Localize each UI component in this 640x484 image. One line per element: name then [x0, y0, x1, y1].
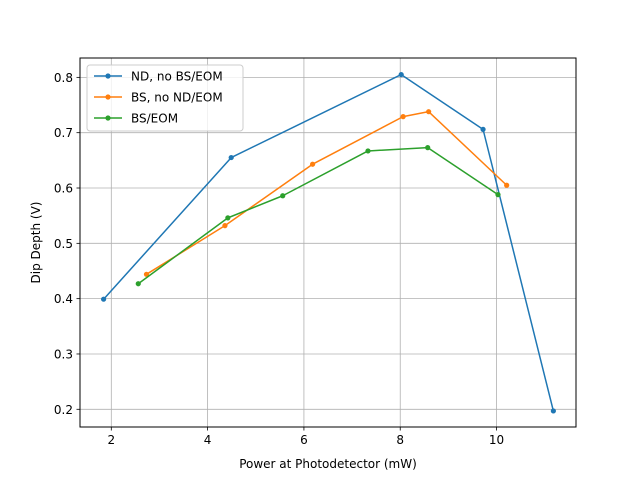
legend-items: ND, no BS/EOM BS, no ND/EOM BS/EOM — [94, 70, 223, 126]
legend-item: ND, no BS/EOM — [94, 70, 223, 84]
legend-label: BS/EOM — [131, 112, 178, 126]
y-tick-label: 0.4 — [54, 292, 73, 306]
x-tick-label: 2 — [107, 433, 115, 447]
data-point — [425, 145, 431, 151]
series-layer — [100, 71, 556, 414]
plot-frame — [79, 57, 577, 428]
legend-label: BS, no ND/EOM — [131, 91, 223, 105]
data-point — [228, 154, 234, 161]
y-tick-label: 0.5 — [54, 237, 73, 251]
series-1 — [100, 71, 556, 414]
data-point — [550, 408, 556, 414]
y-tick-label: 0.3 — [54, 347, 73, 361]
y-axis-label: Dip Depth (V) — [29, 202, 43, 284]
data-point — [143, 271, 150, 277]
legend-box — [86, 64, 244, 132]
grid-lines — [80, 58, 576, 427]
data-point — [480, 126, 486, 132]
series-3 — [135, 145, 501, 287]
data-point — [365, 148, 371, 154]
data-point — [495, 192, 501, 198]
legend-label: ND, no BS/EOM — [131, 70, 223, 84]
y-tick-label: 0.6 — [54, 182, 73, 196]
x-tick-label: 6 — [300, 433, 308, 447]
data-point — [398, 71, 404, 78]
data-point — [426, 109, 432, 115]
data-point — [100, 296, 107, 302]
x-tick-label: 10 — [489, 433, 504, 447]
legend-marker — [105, 94, 111, 100]
data-point — [309, 161, 316, 167]
series-line — [146, 110, 508, 275]
data-point — [504, 182, 510, 188]
legend-marker — [105, 73, 111, 79]
series-line — [137, 146, 499, 285]
y-tick-label: 0.8 — [54, 71, 73, 85]
x-axis-label: Power at Photodetector (mW) — [239, 457, 417, 471]
y-tick-label: 0.2 — [54, 403, 73, 417]
series-2 — [143, 109, 510, 277]
y-tick-label: 0.7 — [54, 126, 73, 140]
legend-item: BS, no ND/EOM — [94, 91, 223, 105]
legend-marker — [105, 115, 111, 121]
legend: ND, no BS/EOM BS, no ND/EOM BS/EOM — [86, 64, 244, 132]
data-point — [280, 193, 286, 199]
x-tick-label: 8 — [396, 433, 404, 447]
data-point — [222, 223, 228, 229]
data-point — [400, 114, 406, 120]
data-point — [225, 215, 231, 221]
axis-ticks: 2 4 6 8 10 0.2 0.3 0.4 0.5 0.6 0.7 0.8 — [54, 71, 504, 447]
data-point — [135, 281, 141, 287]
legend-item: BS/EOM — [94, 112, 178, 126]
x-tick-label: 4 — [204, 433, 212, 447]
